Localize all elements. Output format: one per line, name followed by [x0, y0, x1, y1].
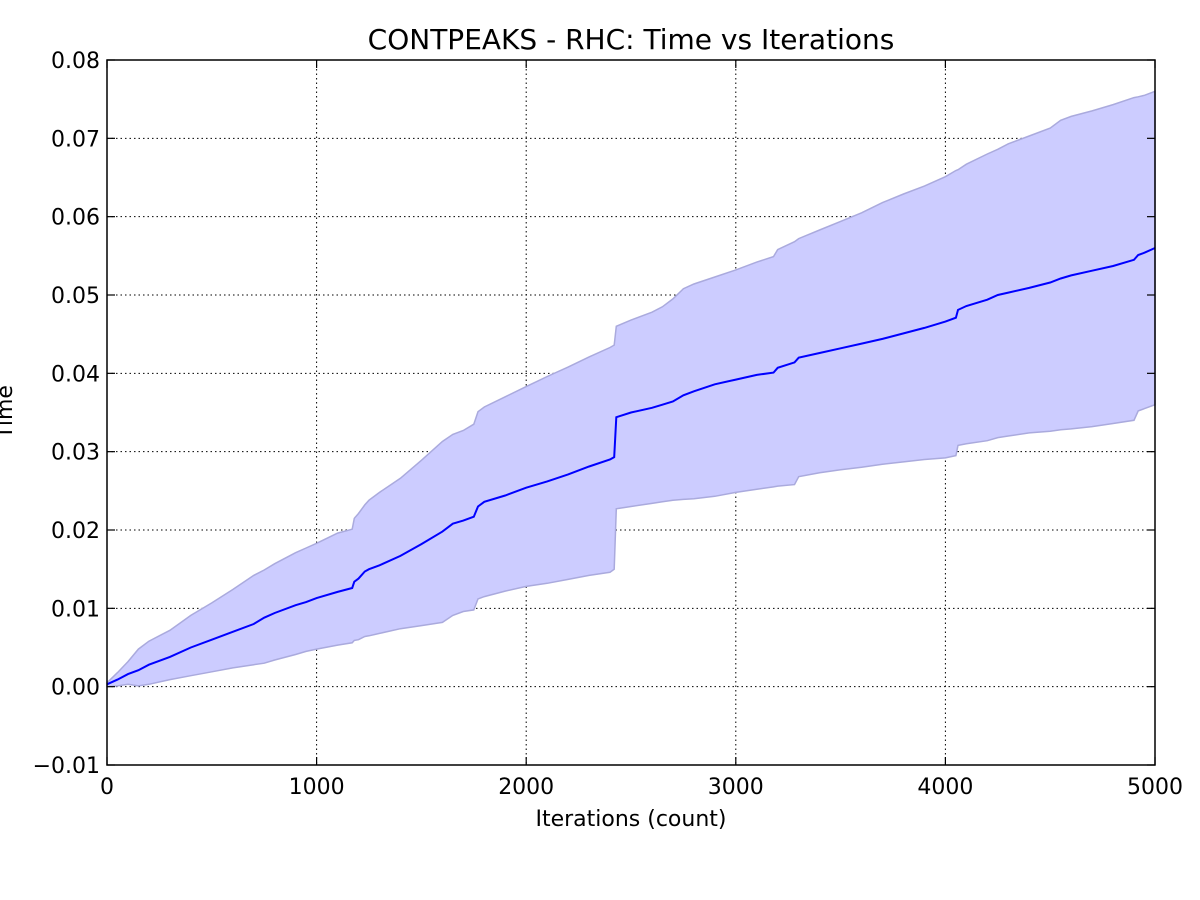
mean-time-line — [106, 247, 1156, 686]
std-band-area — [106, 90, 1156, 688]
y-axis-label: Time — [0, 385, 18, 440]
x-tick-label: 2000 — [498, 775, 554, 800]
plot-frame — [106, 59, 1156, 766]
y-tick-label: 0.05 — [51, 284, 100, 309]
x-tick-label: 4000 — [917, 775, 973, 800]
y-tick-label: 0.00 — [51, 676, 100, 701]
y-tick-label: 0.04 — [51, 362, 100, 387]
x-axis-label: Iterations (count) — [535, 807, 726, 832]
mean-line-layer — [106, 247, 1156, 686]
y-tick-label: −0.01 — [33, 754, 100, 779]
y-tick-label: 0.03 — [51, 441, 100, 466]
chart-title: CONTPEAKS - RHC: Time vs Iterations — [368, 23, 895, 56]
axis-ticks: 0 1000 2000 3000 4000 5000 −0.01 0.00 0.01 0.02 0.… — [33, 49, 1183, 800]
y-tick-label: 0.02 — [51, 519, 100, 544]
y-tick-label: 0.01 — [51, 597, 100, 622]
y-tick-label: 0.07 — [51, 127, 100, 152]
y-tick-label: 0.06 — [51, 206, 100, 231]
x-tick-label: 3000 — [708, 775, 764, 800]
confidence-band — [106, 90, 1156, 688]
x-tick-label: 0 — [100, 775, 114, 800]
y-tick-label: 0.08 — [51, 49, 100, 74]
x-tick-label: 5000 — [1127, 775, 1183, 800]
x-tick-label: 1000 — [289, 775, 345, 800]
